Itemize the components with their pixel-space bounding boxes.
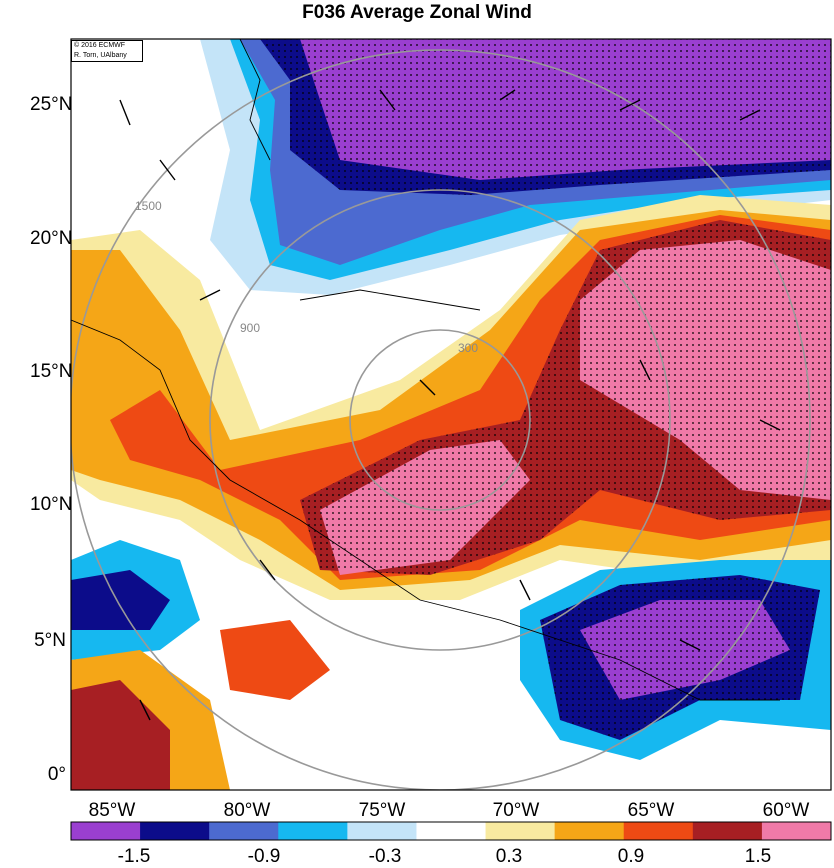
- lon-label-85w: 85°W: [88, 800, 136, 821]
- lat-label-10n: 10°N: [30, 494, 73, 515]
- colorbar-swatch: [623, 822, 694, 840]
- lon-label-70w: 70°W: [492, 800, 540, 821]
- colorbar-swatch: [140, 822, 210, 840]
- contour-300: [349, 329, 531, 511]
- colorbar: [70, 821, 832, 841]
- lon-label-65w: 65°W: [627, 800, 675, 821]
- colorbar-swatch: [554, 822, 625, 840]
- lat-label-20n: 20°N: [30, 228, 73, 249]
- colorbar-label-5: 0.9: [617, 846, 645, 867]
- colorbar-swatch: [761, 822, 832, 840]
- credit-line-1: © 2016 ECMWF: [74, 42, 126, 49]
- colorbar-frame: [70, 821, 832, 841]
- map-field: [71, 39, 831, 790]
- pos-shade-south-3: [220, 620, 330, 700]
- map-frame: [70, 38, 832, 791]
- credit-box: © 2016 ECMWF R. Torn, UAlbany: [71, 40, 143, 62]
- stipple-north: [260, 39, 831, 195]
- colorbar-swatch: [278, 822, 348, 840]
- colorbar-swatch: [347, 822, 417, 840]
- pos-shade-south-2: [71, 680, 170, 790]
- colorbar-swatch: [416, 822, 487, 840]
- lat-label-0: 0°: [47, 764, 66, 785]
- contour-label-900: 900: [240, 321, 260, 335]
- colorbar-label-2: -0.9: [247, 846, 281, 867]
- stipple-southeast: [540, 575, 820, 740]
- colorbar-swatch: [485, 822, 556, 840]
- colorbar-swatch: [71, 822, 141, 840]
- coastline: [71, 39, 780, 701]
- lon-label-75w: 75°W: [358, 800, 406, 821]
- contour-label-300: 300: [458, 341, 478, 355]
- lon-label-60w: 60°W: [762, 800, 810, 821]
- credit-line-2: R. Torn, UAlbany: [74, 52, 127, 59]
- map-title: F036 Average Zonal Wind: [302, 2, 532, 23]
- contour-label-1500: 1500: [135, 199, 162, 213]
- colorbar-label-4: 0.3: [495, 846, 523, 867]
- colorbar-label-1: -1.5: [117, 846, 151, 867]
- colorbar-label-6: 1.5: [744, 846, 772, 867]
- lat-label-15n: 15°N: [30, 361, 73, 382]
- lon-label-80w: 80°W: [223, 800, 271, 821]
- colorbar-label-3: -0.3: [368, 846, 402, 867]
- colorbar-swatch: [692, 822, 763, 840]
- lat-label-5n: 5°N: [34, 630, 66, 651]
- contour-900: [209, 189, 671, 651]
- neg-shade-west-2: [71, 570, 170, 630]
- stipple-band: [300, 220, 831, 575]
- colorbar-swatch: [209, 822, 279, 840]
- contour-1500: [71, 49, 811, 790]
- distance-contours: [71, 49, 811, 790]
- wind-barbs: [119, 89, 781, 721]
- contour-labels: 300 900 1500: [135, 199, 478, 355]
- lat-label-25n: 25°N: [30, 94, 73, 115]
